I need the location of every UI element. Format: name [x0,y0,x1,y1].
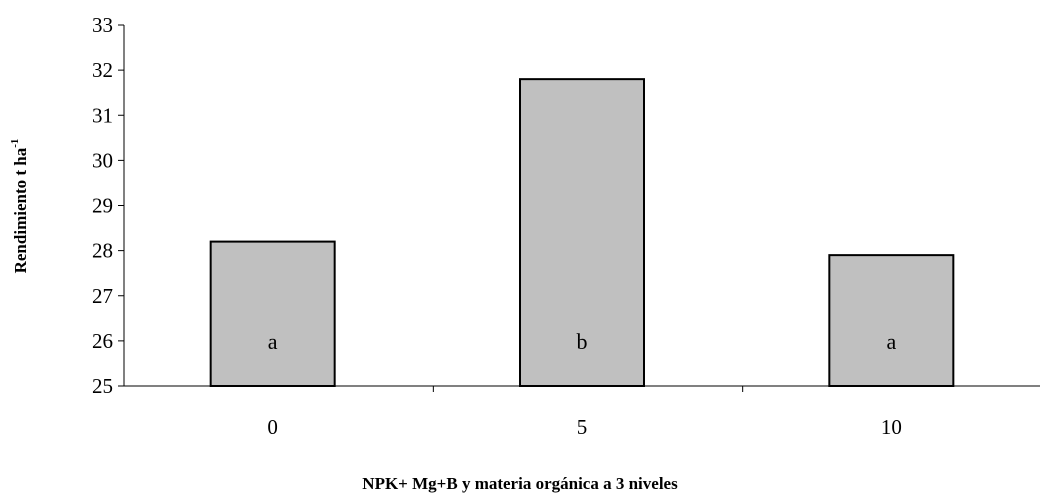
bar-significance-label: a [886,329,896,354]
y-axis-title-main: Rendimiento t ha [11,147,30,273]
x-tick-label: 10 [881,415,902,439]
y-tick-label: 32 [92,58,113,82]
y-tick-label: 27 [92,284,113,308]
y-tick-label: 33 [92,13,113,37]
x-axis-title: NPK+ Mg+B y materia orgánica a 3 niveles [362,474,678,493]
y-tick-label: 28 [92,239,113,263]
bar [828,254,955,387]
y-axis-title: Rendimiento t ha-1 [9,139,30,274]
y-tick-label: 29 [92,194,113,218]
y-tick-label: 31 [92,103,113,127]
bar [209,240,336,387]
y-axis-ticks: 25 26 27 28 29 30 31 32 33 [92,13,124,398]
y-tick-label: 26 [92,329,113,353]
x-tick-label: 0 [267,415,278,439]
y-tick-label: 25 [92,374,113,398]
bar-significance-label: a [268,329,278,354]
y-axis-title-superscript: -1 [9,139,21,148]
y-tick-label: 30 [92,148,113,172]
x-axis-ticks: 0 5 10 [267,386,902,439]
x-tick-label: 5 [577,415,588,439]
bar-significance-label: b [577,329,588,354]
bar [519,78,645,388]
